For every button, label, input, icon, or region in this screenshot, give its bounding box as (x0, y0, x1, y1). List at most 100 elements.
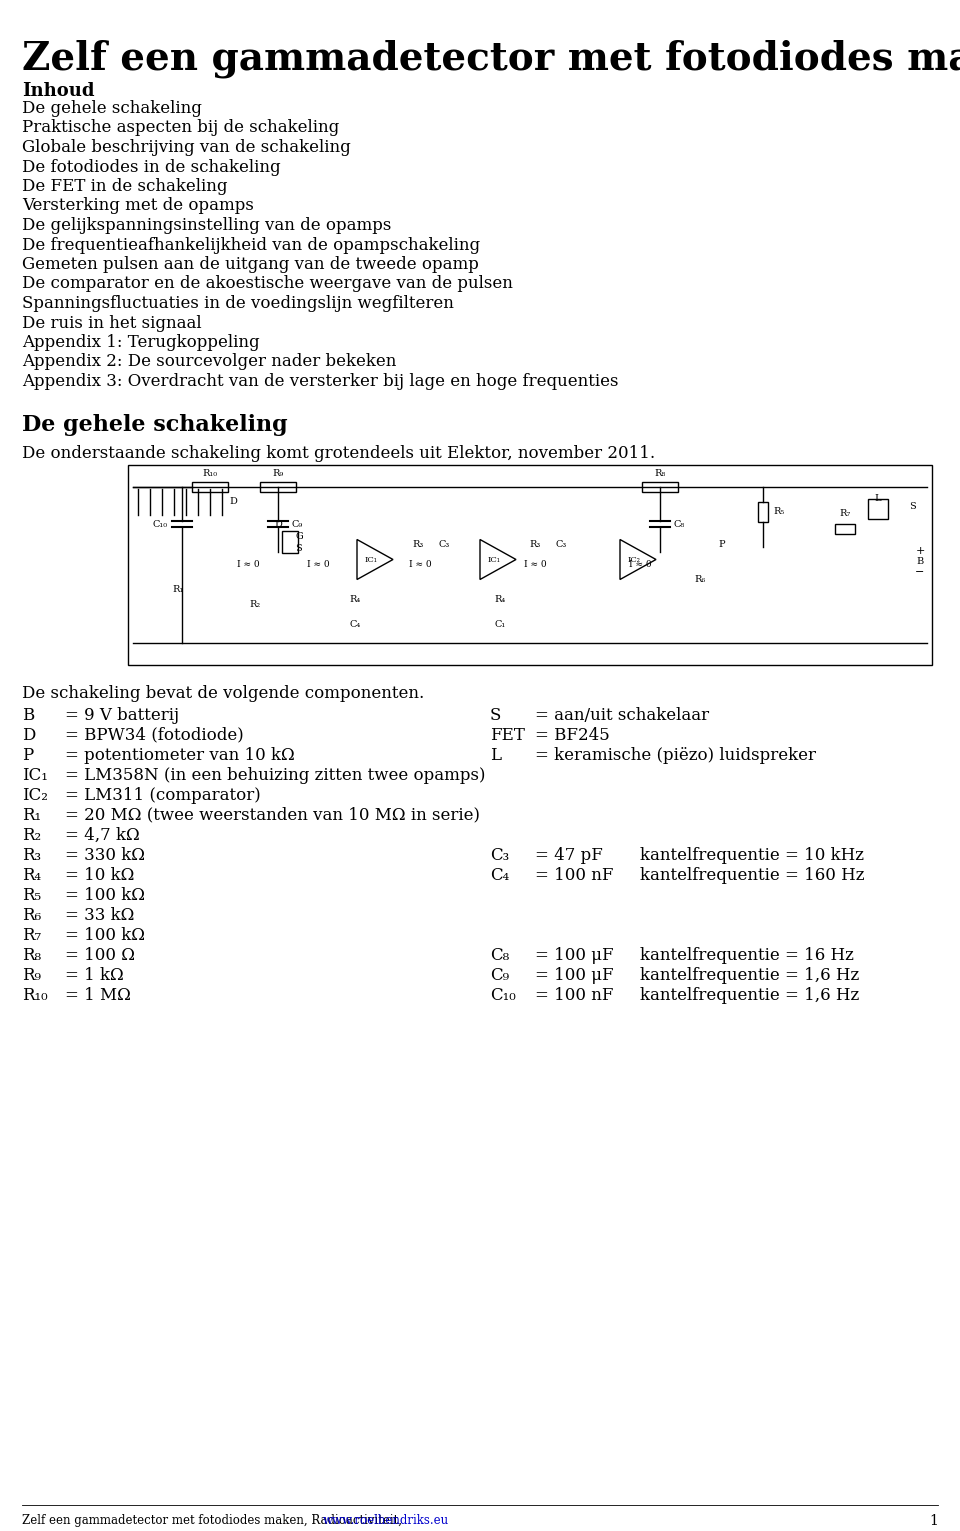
Text: De comparator en de akoestische weergave van de pulsen: De comparator en de akoestische weergave… (22, 276, 513, 292)
Text: = 330 kΩ: = 330 kΩ (65, 847, 145, 863)
Text: R₁₀: R₁₀ (203, 468, 218, 478)
Text: I ≈ 0: I ≈ 0 (524, 560, 546, 570)
Text: P: P (719, 540, 726, 550)
Text: R₃: R₃ (413, 540, 423, 550)
Text: C₄: C₄ (349, 620, 361, 629)
Text: = potentiometer van 10 kΩ: = potentiometer van 10 kΩ (65, 747, 295, 764)
Text: +: + (915, 547, 924, 556)
Text: D: D (229, 498, 237, 507)
Text: C₁: C₁ (494, 620, 506, 629)
Text: = 100 μF: = 100 μF (535, 966, 613, 983)
Bar (192, 482, 228, 491)
Text: R₂: R₂ (22, 827, 41, 844)
Text: De gehele schakeling: De gehele schakeling (22, 100, 202, 116)
Text: = 47 pF: = 47 pF (535, 847, 603, 863)
Text: = 100 μF: = 100 μF (535, 946, 613, 963)
Text: R₁: R₁ (173, 585, 183, 594)
Text: = 100 kΩ: = 100 kΩ (65, 926, 145, 943)
Text: C₈: C₈ (674, 521, 685, 530)
Text: De gelijkspanningsinstelling van de opamps: De gelijkspanningsinstelling van de opam… (22, 217, 392, 234)
Text: = aan/uit schakelaar: = aan/uit schakelaar (535, 706, 709, 724)
Text: C₈: C₈ (490, 946, 510, 963)
Text: R₃: R₃ (529, 540, 540, 550)
Text: kantelfrequentie = 10 kHz: kantelfrequentie = 10 kHz (640, 847, 864, 863)
Text: C₁₀: C₁₀ (490, 986, 516, 1003)
Text: FET: FET (490, 727, 525, 744)
Text: = LM311 (comparator): = LM311 (comparator) (65, 787, 261, 804)
Text: I ≈ 0: I ≈ 0 (629, 560, 651, 570)
Text: = 10 kΩ: = 10 kΩ (65, 867, 134, 883)
Text: kantelfrequentie = 1,6 Hz: kantelfrequentie = 1,6 Hz (640, 966, 859, 983)
Text: kantelfrequentie = 16 Hz: kantelfrequentie = 16 Hz (640, 946, 853, 963)
Text: Praktische aspecten bij de schakeling: Praktische aspecten bij de schakeling (22, 119, 339, 136)
Text: = 1 kΩ: = 1 kΩ (65, 966, 124, 983)
Text: I ≈ 0: I ≈ 0 (409, 560, 431, 570)
Text: De fotodiodes in de schakeling: De fotodiodes in de schakeling (22, 159, 280, 176)
Text: = 100 nF: = 100 nF (535, 867, 613, 883)
Bar (642, 482, 678, 491)
Text: = 4,7 kΩ: = 4,7 kΩ (65, 827, 140, 844)
Text: R₂: R₂ (250, 600, 260, 609)
Text: R₄: R₄ (22, 867, 41, 883)
Text: kantelfrequentie = 160 Hz: kantelfrequentie = 160 Hz (640, 867, 865, 883)
Text: IC₁: IC₁ (365, 556, 377, 563)
Text: Appendix 3: Overdracht van de versterker bij lage en hoge frequenties: Appendix 3: Overdracht van de versterker… (22, 374, 618, 390)
Text: = 100 Ω: = 100 Ω (65, 946, 135, 963)
Bar (128, 464, 932, 664)
Text: R₉: R₉ (273, 468, 283, 478)
Text: R₆: R₆ (22, 906, 41, 923)
Text: I ≈ 0: I ≈ 0 (237, 560, 259, 570)
Text: R₈: R₈ (22, 946, 41, 963)
Text: Appendix 1: Terugkoppeling: Appendix 1: Terugkoppeling (22, 334, 259, 351)
Text: R₁: R₁ (22, 807, 41, 824)
Text: P: P (22, 747, 34, 764)
Text: C₄: C₄ (490, 867, 509, 883)
Text: Globale beschrijving van de schakeling: Globale beschrijving van de schakeling (22, 139, 350, 156)
Text: L: L (875, 495, 881, 504)
Text: R₄: R₄ (349, 596, 361, 605)
Text: IC₂: IC₂ (628, 556, 640, 563)
Text: = 33 kΩ: = 33 kΩ (65, 906, 134, 923)
Text: Gemeten pulsen aan de uitgang van de tweede opamp: Gemeten pulsen aan de uitgang van de twe… (22, 256, 479, 273)
Text: B: B (917, 557, 924, 566)
Text: S: S (908, 502, 916, 511)
Text: www.roelhendriks.eu: www.roelhendriks.eu (323, 1514, 449, 1526)
Text: = 9 V batterij: = 9 V batterij (65, 706, 180, 724)
Text: R₃: R₃ (22, 847, 41, 863)
Text: = keramische (piëzo) luidspreker: = keramische (piëzo) luidspreker (535, 747, 816, 764)
Text: D: D (274, 521, 282, 530)
Text: Appendix 2: De sourcevolger nader bekeken: Appendix 2: De sourcevolger nader bekeke… (22, 354, 396, 371)
Text: R₉: R₉ (22, 966, 41, 983)
Text: C₃: C₃ (439, 540, 449, 550)
Text: R₇: R₇ (22, 926, 41, 943)
Text: C₃: C₃ (490, 847, 509, 863)
Text: R₄: R₄ (494, 596, 506, 605)
Text: B: B (22, 706, 35, 724)
Text: IC₂: IC₂ (22, 787, 48, 804)
Text: = 1 MΩ: = 1 MΩ (65, 986, 131, 1003)
Bar (282, 531, 298, 553)
Text: 1: 1 (929, 1514, 938, 1528)
Text: = BF245: = BF245 (535, 727, 610, 744)
Text: D: D (22, 727, 36, 744)
Bar (868, 499, 888, 519)
Text: C₃: C₃ (556, 540, 566, 550)
Text: L: L (490, 747, 501, 764)
Text: = 100 kΩ: = 100 kΩ (65, 886, 145, 903)
Text: De schakeling bevat de volgende componenten.: De schakeling bevat de volgende componen… (22, 684, 424, 701)
Text: S: S (490, 706, 501, 724)
Text: IC₁: IC₁ (488, 556, 500, 563)
Text: De frequentieafhankelijkheid van de opampschakeling: De frequentieafhankelijkheid van de opam… (22, 236, 480, 254)
Text: De onderstaande schakeling komt grotendeels uit Elektor, november 2011.: De onderstaande schakeling komt grotende… (22, 444, 655, 461)
Text: G: G (295, 531, 302, 540)
Text: = 100 nF: = 100 nF (535, 986, 613, 1003)
Text: Spanningsfluctuaties in de voedingslijn wegfilteren: Spanningsfluctuaties in de voedingslijn … (22, 295, 454, 312)
Text: R₁₀: R₁₀ (22, 986, 48, 1003)
Text: S: S (295, 544, 301, 553)
Text: I ≈ 0: I ≈ 0 (306, 560, 329, 570)
Text: IC₁: IC₁ (22, 767, 48, 784)
Text: kantelfrequentie = 1,6 Hz: kantelfrequentie = 1,6 Hz (640, 986, 859, 1003)
Text: De gehele schakeling: De gehele schakeling (22, 415, 288, 436)
Text: = 20 MΩ (twee weerstanden van 10 MΩ in serie): = 20 MΩ (twee weerstanden van 10 MΩ in s… (65, 807, 480, 824)
Text: C₉: C₉ (292, 521, 303, 530)
